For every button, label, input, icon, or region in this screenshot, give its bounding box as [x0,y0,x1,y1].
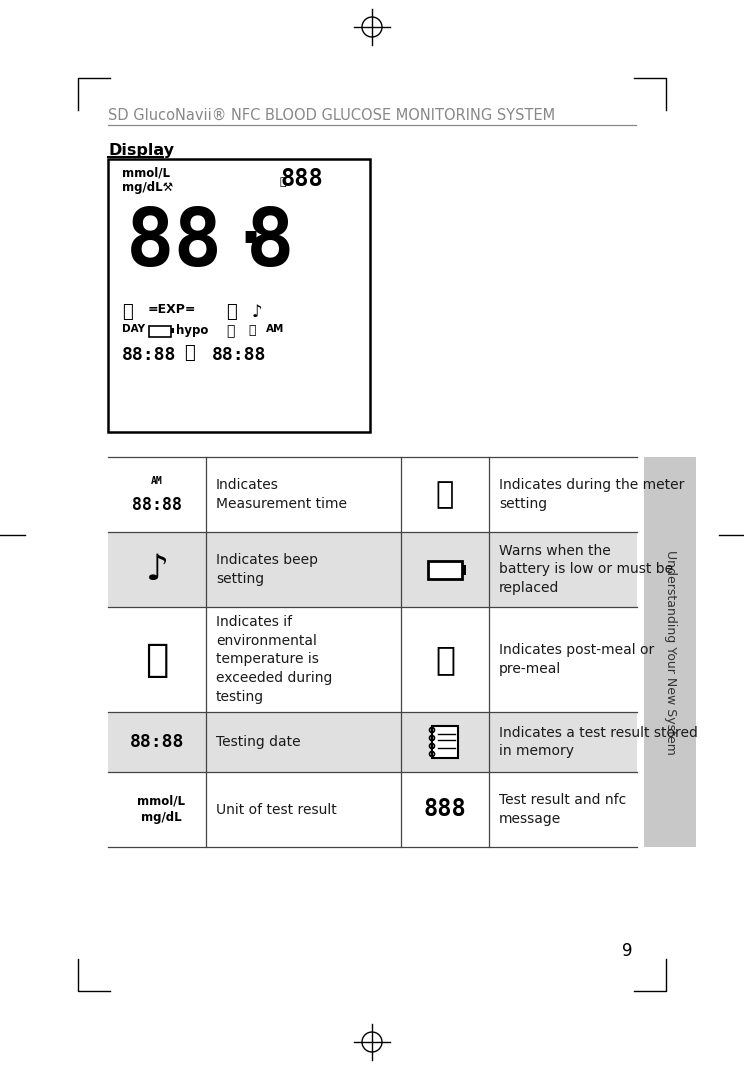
Text: 🍏: 🍏 [184,344,195,362]
Text: ♪: ♪ [146,553,168,587]
Text: Indicates a test result stored
in memory: Indicates a test result stored in memory [499,726,698,759]
Bar [108,159,370,432]
Text: SD GlucoNavii® NFC BLOOD GLUCOSE MONITORING SYSTEM: SD GlucoNavii® NFC BLOOD GLUCOSE MONITOR… [108,108,555,123]
Text: 🍏: 🍏 [435,642,455,676]
Text: ♪: ♪ [252,303,263,321]
Text: DAY: DAY [122,324,145,334]
Text: Indicates beep
setting: Indicates beep setting [216,553,318,586]
Text: =EXP=: =EXP= [148,303,196,316]
Text: Understanding Your New System: Understanding Your New System [664,549,676,755]
Text: Testing date: Testing date [216,735,301,749]
Text: Test result and nfc
message: Test result and nfc message [499,793,626,826]
Text: 🌡: 🌡 [226,324,234,338]
Text: Warns when the
battery is low or must be
replaced: Warns when the battery is low or must be… [499,543,673,595]
Text: hypo: hypo [176,324,208,337]
Text: 88:88: 88:88 [212,346,266,365]
Text: Indicates during the meter
setting: Indicates during the meter setting [499,478,684,511]
Text: 888: 888 [423,797,466,821]
Text: 🔥: 🔥 [226,303,237,321]
Text: mmol/L: mmol/L [122,167,170,180]
Bar [108,712,637,772]
Text: mg/dL⚒: mg/dL⚒ [122,181,173,193]
Text: 🖵: 🖵 [280,177,286,187]
Bar [432,726,458,758]
Text: Unit of test result: Unit of test result [216,803,337,817]
Text: ⌚: ⌚ [248,324,255,337]
Bar [428,560,462,578]
Text: 888: 888 [281,167,324,191]
Text: AM: AM [151,477,163,486]
Bar [149,326,171,337]
Text: Indicates
Measurement time: Indicates Measurement time [216,478,347,511]
Text: AM: AM [266,324,284,334]
Text: .: . [230,191,270,257]
Text: mmol/L: mmol/L [137,794,185,807]
Text: ⛯: ⛯ [436,480,454,509]
Text: 🌡: 🌡 [145,640,169,679]
Text: 📓: 📓 [122,303,132,321]
Text: Indicates if
environmental
temperature is
exceeded during
testing: Indicates if environmental temperature i… [216,615,333,704]
Text: 88: 88 [126,205,223,283]
Text: 9: 9 [622,942,632,960]
Bar [644,458,696,847]
Bar [462,564,466,574]
Text: Display: Display [108,143,174,158]
Text: 88:88: 88:88 [129,733,185,752]
Text: Indicates post-meal or
pre-meal: Indicates post-meal or pre-meal [499,644,654,676]
Text: mg/dL: mg/dL [141,811,182,824]
Text: 8: 8 [246,205,295,283]
Bar [108,532,637,607]
Text: 88:88: 88:88 [132,496,182,514]
Bar [171,328,174,334]
Text: 88:88: 88:88 [122,346,176,365]
